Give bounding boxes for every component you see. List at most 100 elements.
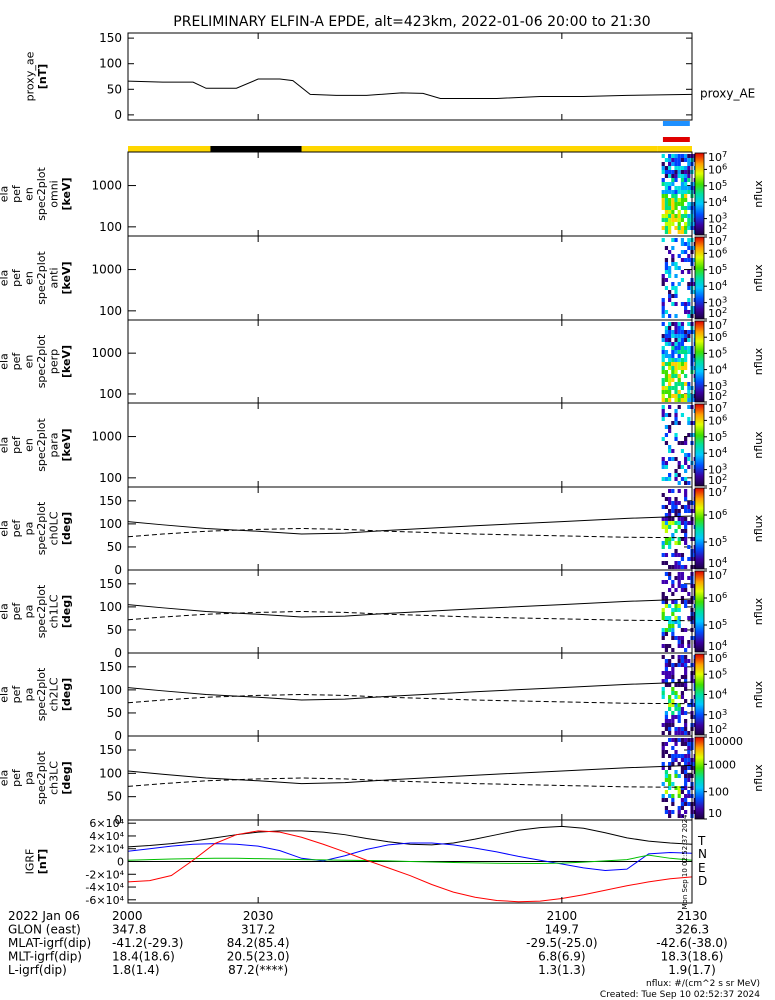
- colorbar-label: nflux: [752, 680, 765, 708]
- y-axis-label: pef: [10, 184, 23, 203]
- spectrogram-cell: [674, 206, 678, 210]
- y-axis-label: pef: [10, 435, 23, 454]
- spectrogram-cell: [661, 298, 665, 302]
- spectrogram-cell: [668, 266, 672, 270]
- spectrogram-cell: [664, 222, 669, 226]
- pitch-angle-cell: [661, 600, 665, 604]
- pitch-angle-cell: [684, 794, 688, 798]
- pitch-angle-cell: [684, 521, 688, 525]
- spectrogram-cell: [677, 334, 681, 338]
- colorbar: [694, 736, 705, 820]
- pitch-angle-cell: [684, 533, 688, 537]
- pitch-angle-cell: [661, 592, 665, 596]
- spectrogram-cell: [677, 282, 681, 286]
- pitch-angle-cell: [677, 561, 681, 565]
- spectrogram-cell: [671, 194, 675, 198]
- spectrogram-data: [661, 322, 701, 402]
- spectrogram-cell: [668, 186, 672, 190]
- pitch-angle-cell: [684, 762, 688, 766]
- spectrogram-cell: [687, 186, 691, 190]
- pitch-angle-cell: [664, 497, 669, 501]
- spectrogram-cell: [677, 465, 681, 469]
- spectrogram-cell: [677, 326, 681, 330]
- pitch-angle-cell: [664, 671, 669, 675]
- pitch-angle-cell: [677, 509, 681, 513]
- pitch-angle-cell: [671, 758, 675, 762]
- spectrogram-cell: [661, 214, 665, 218]
- pitch-angle-cell: [661, 517, 665, 521]
- y-tick-label: 100: [99, 517, 122, 531]
- spectrogram-cell: [674, 194, 678, 198]
- pitch-angle-cell: [661, 691, 665, 695]
- pitch-angle-cell: [668, 521, 672, 525]
- y-axis-label: [keV]: [60, 261, 73, 294]
- legend-T: T: [697, 834, 706, 848]
- spectrogram-cell: [664, 214, 669, 218]
- spectrogram-cell: [684, 210, 688, 214]
- pitch-angle-cell: [674, 588, 678, 592]
- colorbar-tick-label: 104: [708, 638, 727, 653]
- spectrogram-cell: [664, 433, 669, 437]
- colorbar-tick-label: 103: [708, 211, 727, 226]
- orbit-value: 326.3: [675, 923, 709, 937]
- pitch-angle-cell: [680, 806, 685, 810]
- spectrogram-cell: [684, 190, 688, 194]
- spectrogram-cell: [674, 370, 678, 374]
- pitch-angle-cell: [668, 671, 672, 675]
- pitch-angle-cell: [674, 616, 678, 620]
- colorbar-tick-label: 103: [708, 462, 727, 477]
- colorbar-tick-label: 106: [708, 329, 727, 344]
- orbit-value: 347.8: [112, 923, 146, 937]
- spectrogram-cell: [671, 254, 675, 258]
- y-axis-label: spec2plot: [35, 251, 48, 305]
- pitch-angle-cell: [684, 529, 688, 533]
- colorbar-tick-label: 106: [708, 245, 727, 260]
- spectrogram-cell: [668, 334, 672, 338]
- spectrogram-cell: [671, 346, 675, 350]
- spectrogram-cell: [687, 154, 691, 158]
- pitch-angle-cell: [664, 663, 669, 667]
- orbit-row-label: MLT-igrf(dip): [8, 950, 82, 964]
- pitch-angle-cell: [674, 715, 678, 719]
- spectrogram-cell: [684, 346, 688, 350]
- pitch-angle-cell: [684, 659, 688, 663]
- y-tick-label: 1000: [91, 263, 122, 277]
- spectrogram-cell: [664, 338, 669, 342]
- spectrogram-cell: [680, 158, 685, 162]
- spectrogram-cell: [668, 374, 672, 378]
- y-tick-label: 50: [107, 790, 122, 804]
- spectrogram-cell: [674, 266, 678, 270]
- pitch-angle-cell: [677, 604, 681, 608]
- spectrogram-cell: [668, 274, 672, 278]
- pitch-angle-cell: [671, 655, 675, 659]
- pitch-angle-cell: [684, 731, 688, 735]
- spectrogram-cell: [680, 278, 685, 282]
- spectrogram-cell: [680, 178, 685, 182]
- spectrogram-cell: [684, 222, 688, 226]
- colorbar: [694, 320, 705, 403]
- pitch-angle-cell: [668, 695, 672, 699]
- pitch-angle-cell: [664, 604, 669, 608]
- panel-pa_spec2plot_ch3LC: ela pef pa spec2plot ch3LC [deg] 0 50 100 150 10 10…: [0, 735, 765, 827]
- pitch-angle-cell: [671, 746, 675, 750]
- spectrogram-cell: [687, 270, 691, 274]
- pitch-angle-cell: [680, 505, 685, 509]
- pitch-angle-cell: [680, 738, 685, 742]
- spectrogram-cell: [668, 386, 672, 390]
- spectrogram-cell: [684, 154, 688, 158]
- spectrogram-cell: [661, 170, 665, 174]
- pitch-angle-cell: [677, 810, 681, 814]
- spectrogram-cell: [674, 158, 678, 162]
- spectrogram-cell: [687, 330, 691, 334]
- spectrogram-cell: [680, 465, 685, 469]
- spectrogram-cell: [664, 262, 669, 266]
- pitch-angle-cell: [674, 691, 678, 695]
- spectrogram-cell: [664, 461, 669, 465]
- colorbar-tick-label: 104: [708, 278, 727, 293]
- spectrogram-cell: [668, 158, 672, 162]
- orbit-value: 87.2(****): [228, 963, 288, 977]
- spectrogram-cell: [684, 178, 688, 182]
- spectrogram-cell: [687, 246, 691, 250]
- colorbar-tick-label: 104: [708, 362, 727, 377]
- y-tick-label: 100: [99, 600, 122, 614]
